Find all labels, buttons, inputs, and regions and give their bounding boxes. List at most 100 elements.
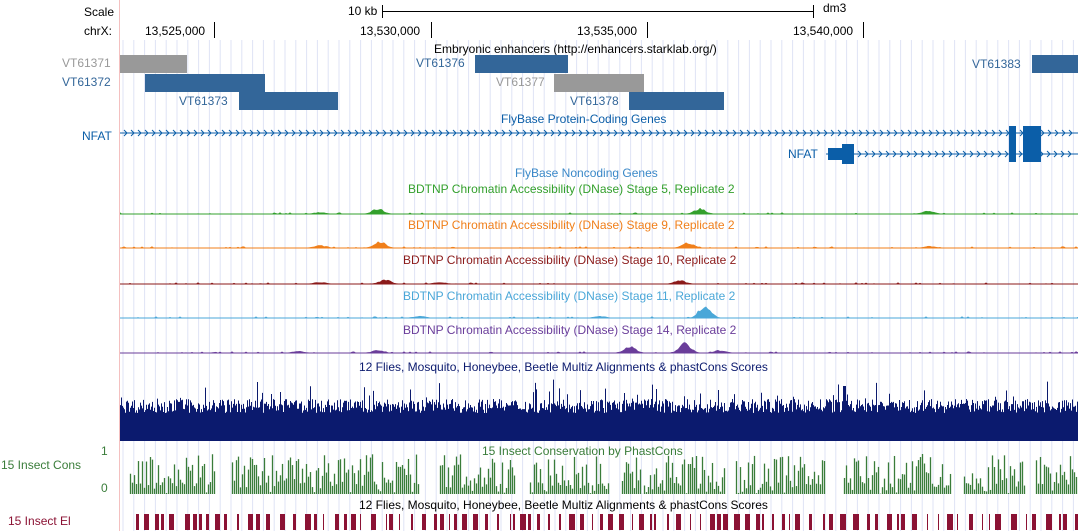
multiz-track[interactable] — [120, 372, 1078, 442]
strand-arrow — [501, 129, 506, 137]
strand-arrow — [732, 129, 737, 137]
multiz-track-title[interactable]: 12 Flies, Mosquito, Honeybee, Beetle Mul… — [359, 360, 768, 374]
tick-mark — [214, 22, 215, 38]
conserved-element — [989, 514, 990, 530]
conserved-element — [789, 514, 790, 530]
strand-arrow — [431, 129, 436, 137]
strand-arrow — [354, 129, 359, 137]
strand-arrow — [256, 129, 261, 137]
dnase-signal — [120, 241, 1078, 249]
conserved-element — [723, 514, 728, 530]
enhancer-bar-vt61383[interactable] — [1032, 55, 1078, 73]
cons-track-left-label[interactable]: 15 Insect Cons — [1, 458, 82, 472]
strand-arrow — [158, 129, 163, 137]
conserved-element — [485, 514, 488, 530]
strand-arrow — [214, 129, 219, 137]
strand-arrow — [641, 129, 646, 137]
conserved-element — [386, 514, 387, 530]
cons-track[interactable] — [120, 452, 1078, 495]
enhancer-track-title[interactable]: Embryonic enhancers (http://enhancers.st… — [434, 42, 717, 56]
enhancer-label-vt61377[interactable]: VT61377 — [496, 75, 545, 89]
conserved-element — [912, 514, 917, 530]
strand-arrow — [795, 129, 800, 137]
strand-arrow — [438, 129, 443, 137]
strand-arrow — [550, 129, 555, 137]
strand-arrow — [410, 129, 415, 137]
enhancer-label-vt61376[interactable]: VT61376 — [416, 56, 465, 70]
strand-arrow — [389, 129, 394, 137]
enhancer-bar-vt61373[interactable] — [239, 92, 338, 110]
strand-arrow — [991, 129, 996, 137]
enhancer-label-vt61373[interactable]: VT61373 — [179, 94, 228, 108]
enhancer-bar-vt61378[interactable] — [629, 92, 724, 110]
conserved-element — [161, 514, 164, 530]
strand-arrow — [690, 129, 695, 137]
conserved-element — [1026, 514, 1027, 530]
strand-arrow — [613, 129, 618, 137]
left-margin-divider — [119, 0, 120, 531]
elements-track-title[interactable]: 12 Flies, Mosquito, Honeybee, Beetle Mul… — [359, 498, 768, 512]
strand-arrow — [921, 129, 926, 137]
enhancer-bar-vt61372[interactable] — [145, 74, 265, 92]
strand-arrow — [934, 150, 939, 158]
track-area[interactable]: 13,525,000 13,530,000 13,535,000 13,540,… — [120, 0, 1078, 531]
strand-arrow — [480, 129, 485, 137]
conserved-element — [600, 514, 603, 530]
strand-arrow — [865, 129, 870, 137]
gene-label-nfat[interactable]: NFAT — [82, 129, 112, 143]
conserved-element — [305, 514, 311, 530]
strand-arrow — [879, 129, 884, 137]
enhancer-label-vt61372[interactable]: VT61372 — [62, 75, 111, 89]
enhancer-bar-vt61371[interactable] — [120, 55, 187, 73]
dnase-stage10-title[interactable]: BDTNP Chromatin Accessibility (DNase) St… — [403, 253, 737, 267]
dnase-stage14-title[interactable]: BDTNP Chromatin Accessibility (DNase) St… — [403, 323, 737, 337]
dnase-stage11-title[interactable]: BDTNP Chromatin Accessibility (DNase) St… — [403, 289, 736, 303]
strand-arrow — [886, 129, 891, 137]
conserved-element — [411, 514, 413, 530]
strand-arrow — [522, 129, 527, 137]
conserved-element — [280, 514, 285, 530]
gene-label-nfat-2[interactable]: NFAT — [788, 147, 818, 161]
conserved-element — [632, 514, 633, 530]
strand-arrow — [809, 129, 814, 137]
strand-arrow — [697, 129, 702, 137]
exon-block — [1009, 126, 1016, 162]
enhancer-bar-vt61376[interactable] — [475, 55, 568, 73]
conserved-element — [700, 514, 701, 530]
dnase-stage9-title[interactable]: BDTNP Chromatin Accessibility (DNase) St… — [408, 218, 735, 232]
strand-arrow — [459, 129, 464, 137]
strand-arrow — [1067, 150, 1072, 158]
gene-track-title[interactable]: FlyBase Protein-Coding Genes — [501, 112, 667, 126]
conserved-element — [717, 514, 721, 530]
strand-arrow — [962, 150, 967, 158]
strand-arrow — [291, 129, 296, 137]
dnase-signal-tracks[interactable] — [120, 190, 1078, 360]
strand-arrow — [452, 129, 457, 137]
strand-arrow — [396, 129, 401, 137]
strand-arrow — [711, 129, 716, 137]
conserved-element — [248, 514, 253, 530]
elements-track[interactable] — [120, 512, 1078, 531]
enhancer-label-vt61383[interactable]: VT61383 — [972, 57, 1021, 71]
strand-arrow — [417, 129, 422, 137]
gene-models[interactable] — [120, 124, 1078, 166]
enhancer-label-vt61371[interactable]: VT61371 — [62, 56, 111, 70]
elements-track-left-label[interactable]: 15 Insect El — [8, 514, 71, 528]
conserved-element — [256, 514, 260, 530]
noncoding-track-title[interactable]: FlyBase Noncoding Genes — [515, 166, 658, 180]
strand-arrow — [767, 129, 772, 137]
dnase-stage5-title[interactable]: BDTNP Chromatin Accessibility (DNase) St… — [408, 182, 735, 196]
strand-arrow — [557, 129, 562, 137]
conserved-element — [293, 514, 296, 530]
tick-mark — [431, 22, 432, 38]
enhancer-bar-vt61377[interactable] — [554, 74, 644, 92]
conserved-element — [809, 514, 812, 530]
conserved-element — [853, 514, 859, 530]
strand-arrow — [1046, 150, 1051, 158]
strand-arrow — [683, 129, 688, 137]
enhancer-label-vt61378[interactable]: VT61378 — [570, 94, 619, 108]
strand-arrow — [920, 150, 925, 158]
strand-arrow — [487, 129, 492, 137]
cons-track-title[interactable]: 15 Insect Conservation by PhastCons — [482, 444, 683, 458]
